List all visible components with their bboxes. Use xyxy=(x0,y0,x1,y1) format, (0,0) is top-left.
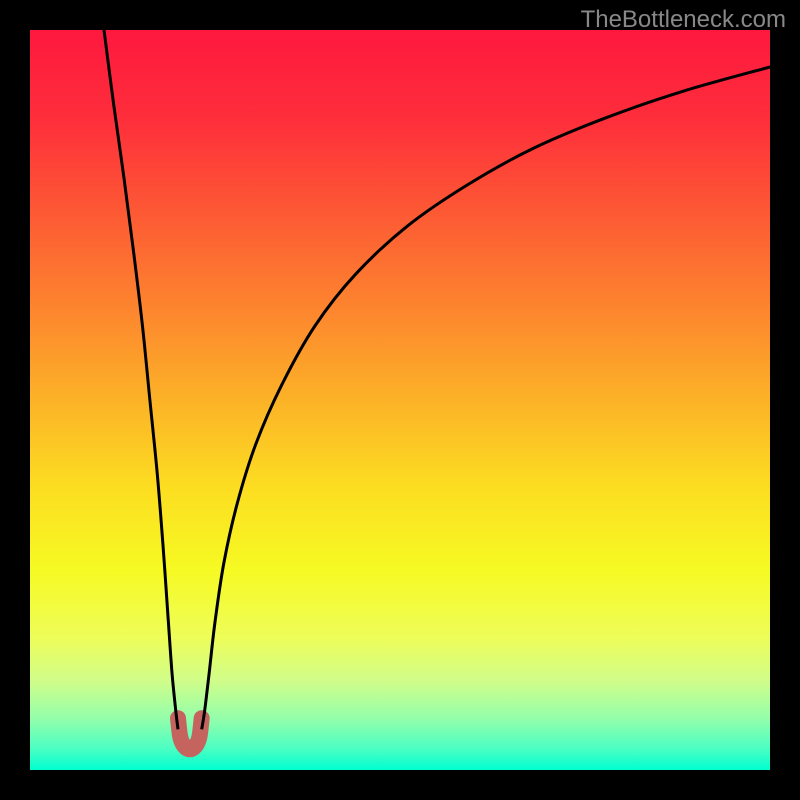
watermark-label: TheBottleneck.com xyxy=(581,6,786,34)
chart-plot-area xyxy=(30,30,770,770)
chart-frame: TheBottleneck.com xyxy=(0,0,800,800)
bottleneck-chart xyxy=(0,0,800,800)
